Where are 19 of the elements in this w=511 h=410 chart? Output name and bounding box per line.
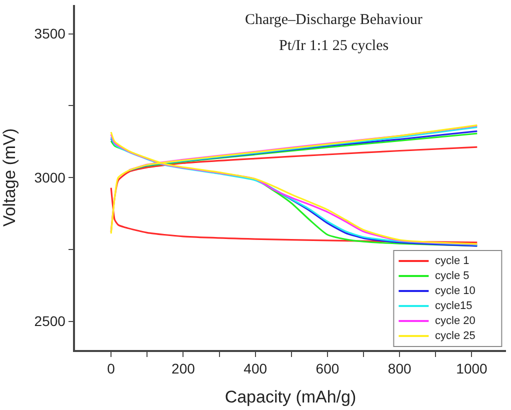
x-axis-title: Capacity (mAh/g) xyxy=(224,387,356,406)
legend-label: cycle 25 xyxy=(435,330,476,342)
legend-label: cycle 20 xyxy=(435,315,476,327)
legend-label: cycle 10 xyxy=(435,285,476,297)
text: Pt/Ir 1:1 25 cycles xyxy=(279,38,389,54)
y-axis-title: Voltage (mV) xyxy=(0,128,19,227)
x-tick-label: 800 xyxy=(388,360,412,377)
legend-label: cycle 5 xyxy=(435,270,470,282)
x-tick-label: 200 xyxy=(172,360,196,377)
y-tick-label: 3000 xyxy=(34,169,66,186)
chart-title: Charge–Discharge Behaviour xyxy=(245,12,422,28)
legend-label: cycle15 xyxy=(435,300,472,312)
y-tick-label: 3500 xyxy=(34,26,66,42)
x-tick-label: 400 xyxy=(244,360,268,377)
x-tick-label: 600 xyxy=(316,360,340,377)
x-tick-label: 1000 xyxy=(456,360,488,377)
x-tick-label: 0 xyxy=(107,360,116,377)
legend-label: cycle 1 xyxy=(435,255,470,267)
y-tick-label: 2500 xyxy=(34,313,66,330)
